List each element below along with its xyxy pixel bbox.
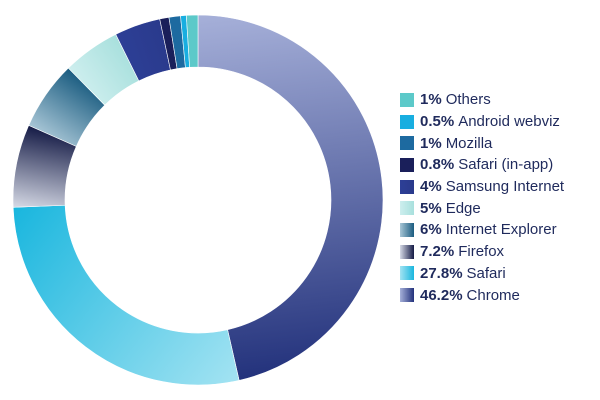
legend-item-chrome: 46.2% Chrome — [400, 284, 598, 306]
legend-label: Samsung Internet — [445, 178, 565, 196]
legend-label: Safari (in-app) — [458, 156, 554, 174]
legend-item-firefox: 7.2% Firefox — [400, 241, 598, 263]
legend-label: Safari — [466, 264, 506, 282]
legend-percent: 46.2% — [420, 286, 463, 304]
legend-label: Others — [445, 91, 491, 109]
legend-item-edge: 5% Edge — [400, 197, 598, 219]
slice-safari — [12, 204, 240, 386]
legend-item-internet-explorer: 6% Internet Explorer — [400, 219, 598, 241]
legend-label: Chrome — [466, 286, 520, 304]
legend-swatch — [400, 157, 414, 172]
legend-percent: 0.8% — [420, 156, 455, 174]
legend-swatch — [400, 222, 414, 237]
legend-swatch — [400, 114, 414, 129]
legend-percent: 1% — [420, 134, 442, 152]
legend-item-safari: 27.8% Safari — [400, 263, 598, 285]
legend-swatch — [400, 244, 414, 259]
legend-item-mozilla: 1% Mozilla — [400, 132, 598, 154]
legend-percent: 6% — [420, 221, 442, 239]
legend-swatch — [400, 266, 414, 281]
legend-percent: 7.2% — [420, 243, 455, 261]
legend-percent: 0.5% — [420, 113, 455, 131]
legend-percent: 4% — [420, 178, 442, 196]
legend-label: Firefox — [458, 243, 505, 261]
legend-swatch — [400, 92, 414, 107]
slice-others — [186, 14, 199, 68]
legend-swatch — [400, 179, 414, 194]
slice-chrome — [197, 14, 384, 381]
legend-label: Internet Explorer — [445, 221, 557, 239]
legend-item-others: 1% Others — [400, 89, 598, 111]
legend-label: Android webviz — [458, 113, 560, 131]
legend-percent: 1% — [420, 91, 442, 109]
legend-item-safari-in-app: 0.8% Safari (in-app) — [400, 154, 598, 176]
legend-swatch — [400, 288, 414, 303]
legend-percent: 27.8% — [420, 264, 463, 282]
legend-label: Edge — [445, 199, 481, 217]
legend: 1% Others 0.5% Android webviz 1% Mozilla 0.8% S… — [400, 89, 598, 306]
legend-item-android-webviz: 0.5% Android webviz — [400, 111, 598, 133]
legend-swatch — [400, 136, 414, 151]
legend-swatch — [400, 201, 414, 216]
legend-percent: 5% — [420, 199, 442, 217]
legend-label: Mozilla — [445, 134, 493, 152]
legend-item-samsung-internet: 4% Samsung Internet — [400, 176, 598, 198]
